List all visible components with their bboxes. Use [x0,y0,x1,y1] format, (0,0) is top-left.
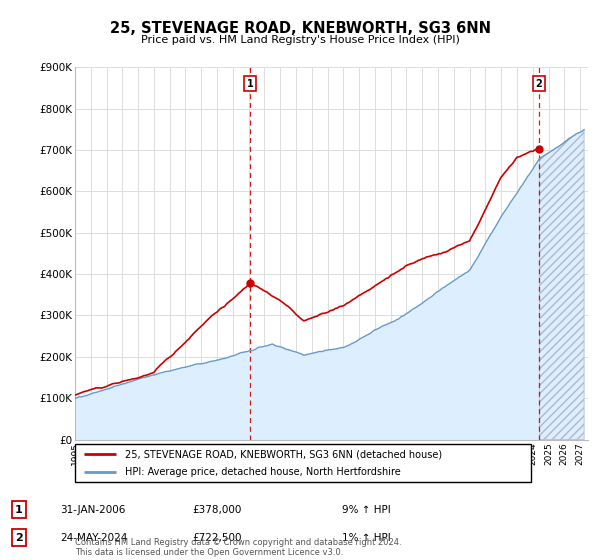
Text: 25, STEVENAGE ROAD, KNEBWORTH, SG3 6NN (detached house): 25, STEVENAGE ROAD, KNEBWORTH, SG3 6NN (… [125,449,442,459]
Text: HPI: Average price, detached house, North Hertfordshire: HPI: Average price, detached house, Nort… [125,467,401,477]
Text: 1% ↑ HPI: 1% ↑ HPI [342,533,391,543]
Text: Contains HM Land Registry data © Crown copyright and database right 2024.
This d: Contains HM Land Registry data © Crown c… [75,538,401,557]
Text: £378,000: £378,000 [192,505,241,515]
Text: 31-JAN-2006: 31-JAN-2006 [60,505,125,515]
Text: 1: 1 [15,505,23,515]
Text: 1: 1 [247,79,253,88]
Text: £722,500: £722,500 [192,533,241,543]
Text: 2: 2 [15,533,23,543]
Text: 9% ↑ HPI: 9% ↑ HPI [342,505,391,515]
Text: 24-MAY-2024: 24-MAY-2024 [60,533,127,543]
Text: 25, STEVENAGE ROAD, KNEBWORTH, SG3 6NN: 25, STEVENAGE ROAD, KNEBWORTH, SG3 6NN [110,21,491,36]
Text: 2: 2 [536,79,542,88]
Text: Price paid vs. HM Land Registry's House Price Index (HPI): Price paid vs. HM Land Registry's House … [140,35,460,45]
